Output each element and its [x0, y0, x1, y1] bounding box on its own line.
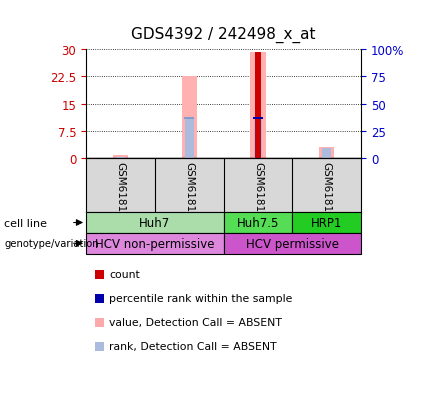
Text: count: count	[109, 270, 140, 280]
Text: Huh7: Huh7	[139, 216, 170, 230]
Text: GSM618133: GSM618133	[184, 162, 194, 225]
Text: HCV permissive: HCV permissive	[246, 237, 339, 250]
Bar	[224, 233, 361, 254]
Bar	[292, 213, 361, 233]
Bar	[319, 147, 335, 159]
Text: Huh7.5: Huh7.5	[237, 216, 279, 230]
Bar	[86, 233, 224, 254]
Bar	[322, 149, 331, 159]
Text: genotype/variation: genotype/variation	[4, 239, 99, 249]
Text: HCV non-permissive: HCV non-permissive	[95, 237, 215, 250]
Text: rank, Detection Call = ABSENT: rank, Detection Call = ABSENT	[109, 342, 277, 351]
Bar	[113, 155, 128, 159]
Bar	[184, 118, 194, 120]
Bar	[253, 118, 263, 120]
Text: GSM618132: GSM618132	[322, 162, 332, 225]
Bar	[254, 119, 262, 159]
Bar	[250, 53, 266, 159]
Bar	[86, 213, 224, 233]
Text: cell line: cell line	[4, 218, 47, 228]
Bar	[255, 53, 261, 159]
Text: GSM618134: GSM618134	[253, 162, 263, 225]
Text: value, Detection Call = ABSENT: value, Detection Call = ABSENT	[109, 318, 282, 328]
Bar	[224, 213, 292, 233]
Text: HRP1: HRP1	[311, 216, 342, 230]
Bar	[116, 158, 125, 159]
Text: GDS4392 / 242498_x_at: GDS4392 / 242498_x_at	[131, 27, 316, 43]
Bar	[181, 77, 197, 159]
Bar	[185, 119, 194, 159]
Text: percentile rank within the sample: percentile rank within the sample	[109, 294, 292, 304]
Text: GSM618131: GSM618131	[115, 162, 126, 225]
